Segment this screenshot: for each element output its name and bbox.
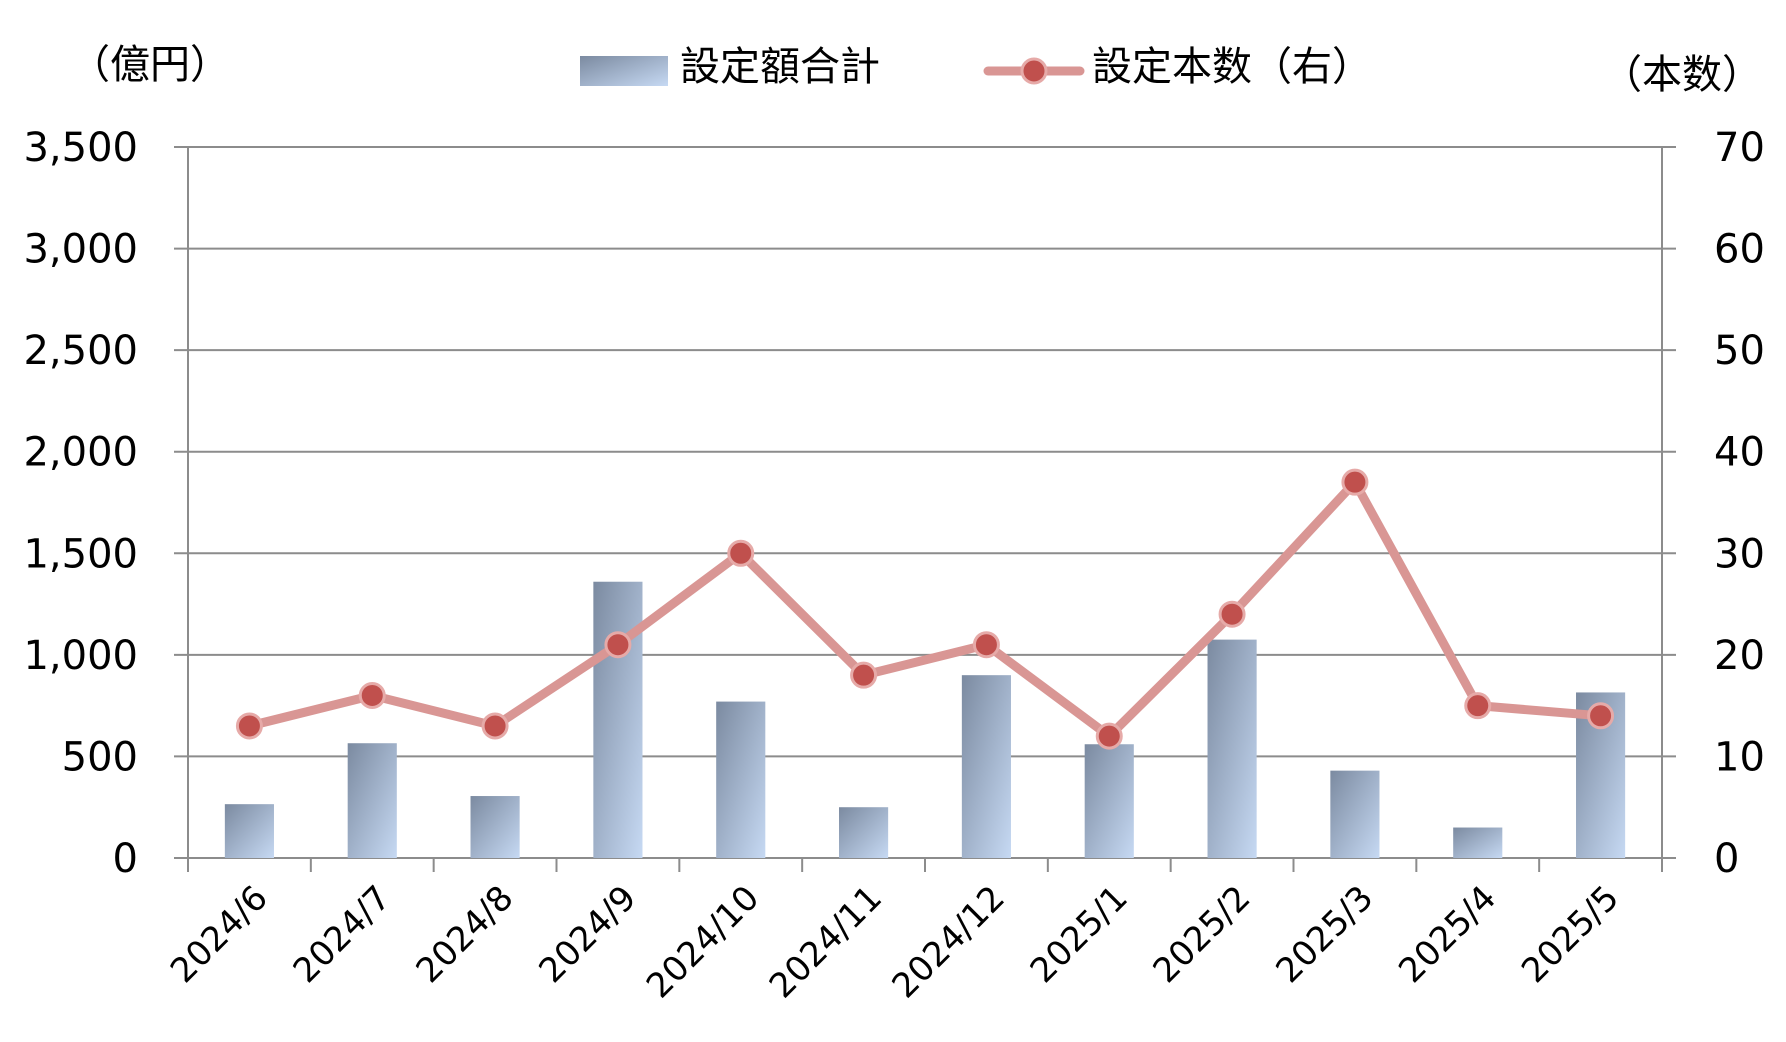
left-tick-label: 2,500 <box>23 328 138 374</box>
line-point <box>1341 468 1369 496</box>
left-tick-label: 1,000 <box>23 633 138 679</box>
axes <box>187 147 1663 872</box>
legend-label-count: 設定本数（右） <box>1092 44 1372 90</box>
x-tick-label: 2024/9 <box>531 878 644 991</box>
left-tick-label: 3,000 <box>23 227 138 273</box>
x-axis-ticks: 2024/6 2024/7 2024/8 2024/92024/102024/1120… <box>163 878 1627 1006</box>
bar <box>1330 770 1380 858</box>
left-axis-unit-label: （億円） <box>70 42 230 88</box>
right-axis-unit-label: （本数） <box>1602 52 1762 98</box>
bar <box>839 807 889 858</box>
line-point <box>235 712 263 740</box>
bar <box>593 581 643 858</box>
right-tick-label: 50 <box>1714 328 1765 374</box>
bar <box>1084 744 1134 858</box>
x-tick-label: 2024/8 <box>409 878 522 991</box>
line-point <box>1218 600 1246 628</box>
x-tick-label: 2025/3 <box>1268 878 1381 991</box>
bar <box>470 796 520 858</box>
right-tick-label: 10 <box>1714 734 1765 780</box>
right-tick-label: 70 <box>1714 125 1765 171</box>
line-point <box>604 631 632 659</box>
line-point <box>358 681 386 709</box>
x-tick-label: 2025/2 <box>1146 878 1259 991</box>
x-tick-label: 2024/11 <box>762 878 890 1006</box>
legend-swatch-amount <box>580 56 668 86</box>
line-point <box>850 661 878 689</box>
left-axis-ticks: 0 500 1,000 1,500 2,000 2,500 3,000 3,500 <box>23 125 138 882</box>
line-point <box>1587 702 1615 730</box>
legend-label-amount: 設定額合計 <box>680 44 880 90</box>
left-tick-label: 0 <box>113 836 138 882</box>
bar <box>1207 639 1257 858</box>
x-tick-label: 2024/6 <box>163 878 276 991</box>
x-tick-label: 2025/5 <box>1514 878 1627 991</box>
right-tick-label: 60 <box>1714 227 1765 273</box>
bar <box>716 701 766 858</box>
x-tick-label: 2025/4 <box>1391 878 1504 991</box>
legend: 設定額合計 設定本数（右） <box>580 44 1372 90</box>
line-point <box>727 539 755 567</box>
line-point <box>1464 692 1492 720</box>
left-tick-label: 3,500 <box>23 125 138 171</box>
x-tick-label: 2024/12 <box>885 878 1013 1006</box>
right-tick-label: 40 <box>1714 430 1765 476</box>
left-tick-label: 2,000 <box>23 430 138 476</box>
gridlines <box>174 146 1676 859</box>
bar <box>224 804 274 858</box>
bar-series <box>224 581 1626 858</box>
bar <box>1453 827 1503 858</box>
legend-swatch-count-marker <box>1020 57 1048 85</box>
left-tick-label: 1,500 <box>23 531 138 577</box>
right-axis-ticks: 0 10 20 30 40 50 60 70 <box>1714 125 1765 882</box>
line-point <box>1095 722 1123 750</box>
line-point <box>481 712 509 740</box>
x-tick-label: 2024/7 <box>286 878 399 991</box>
x-tick-label: 2024/10 <box>639 878 767 1006</box>
line-series <box>235 468 1615 750</box>
bar <box>961 675 1011 858</box>
right-tick-label: 30 <box>1714 531 1765 577</box>
right-tick-label: 0 <box>1714 836 1739 882</box>
right-tick-label: 20 <box>1714 633 1765 679</box>
line-point <box>972 631 1000 659</box>
line-series-path <box>244 477 1606 741</box>
bar <box>347 743 397 858</box>
left-tick-label: 500 <box>62 734 138 780</box>
x-tick-label: 2025/1 <box>1023 878 1136 991</box>
